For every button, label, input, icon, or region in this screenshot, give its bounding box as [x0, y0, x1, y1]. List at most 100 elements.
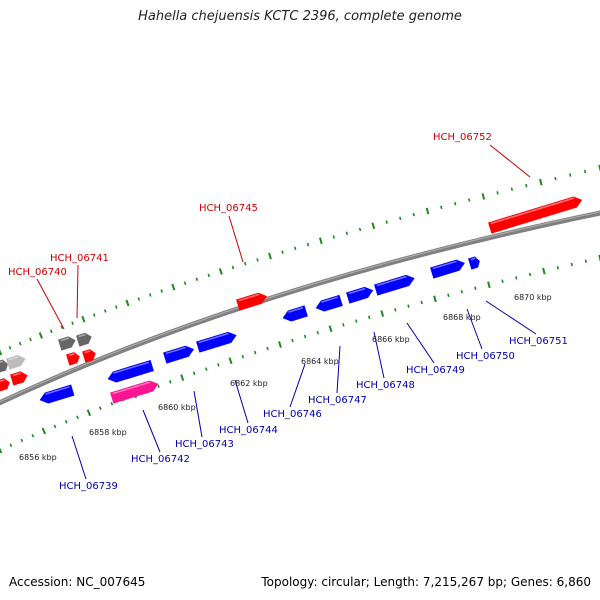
gene-hch06747 — [315, 294, 343, 312]
reverse-label-leader — [406, 322, 435, 364]
inner-tick — [420, 300, 423, 305]
inner-tick — [31, 433, 35, 438]
forward-gene-label: HCH_06740 — [8, 267, 67, 278]
outer-tick — [148, 293, 152, 297]
outer-tick — [81, 315, 86, 323]
forward-gene-label: HCH_06752 — [433, 132, 492, 143]
gene-forward-hch06740 — [66, 352, 80, 366]
outer-tick — [0, 349, 3, 356]
inner-tick — [76, 415, 79, 420]
forward-gene-label: HCH_06741 — [50, 253, 109, 264]
gene-forward-hch06741 — [82, 349, 96, 363]
reverse-label-leader — [336, 345, 341, 394]
inner-tick — [253, 350, 257, 355]
outer-tick — [38, 332, 43, 339]
outer-tick — [92, 313, 96, 317]
ruler-label: 6860 kbp — [158, 403, 196, 412]
outer-tick — [345, 231, 349, 236]
outer-tick — [358, 227, 362, 232]
ruler-label: 6862 kbp — [230, 379, 268, 388]
inner-tick — [64, 420, 68, 424]
inner-tick — [241, 354, 245, 359]
forward-label-leader — [36, 278, 65, 330]
reverse-label-leader — [373, 331, 385, 379]
inner-tick — [584, 259, 588, 263]
outer-tick — [71, 321, 74, 325]
gene-forward-hch06752 — [488, 196, 583, 234]
gene-hch06751 — [468, 256, 480, 270]
outer-tick — [281, 250, 284, 254]
outer-tick — [399, 216, 402, 221]
reverse-gene-label: HCH_06746 — [263, 409, 322, 420]
forward-gene-label: HCH_06745 — [199, 203, 258, 214]
outer-tick — [306, 242, 310, 247]
outer-tick — [256, 258, 259, 262]
ruler-label: 6858 kbp — [89, 428, 127, 437]
gene-hch06739 — [39, 384, 75, 404]
gene-other — [6, 355, 26, 370]
outer-tick — [195, 277, 199, 282]
outer-tick — [183, 281, 187, 285]
inner-tick — [328, 325, 333, 333]
reverse-label-leader — [466, 308, 483, 350]
outer-tick — [425, 207, 430, 215]
reverse-gene-label: HCH_06748 — [356, 380, 415, 391]
outer-tick — [468, 198, 471, 202]
inner-tick — [316, 330, 320, 335]
gene-hch06744 — [196, 331, 237, 353]
inner-tick — [447, 293, 450, 298]
inner-tick — [180, 374, 185, 381]
gene-labels: HCH_06740 HCH_06741 HCH_06745 HCH_06752 HCH_… — [8, 132, 568, 492]
outer-tick — [137, 297, 141, 301]
gene-hch06743 — [163, 345, 195, 364]
gene-other — [76, 332, 92, 347]
reverse-label-leader — [289, 363, 306, 408]
inner-tick — [291, 338, 294, 343]
outer-tick — [60, 325, 64, 330]
outer-tick — [268, 252, 272, 260]
ruler-label: 6870 kbp — [514, 293, 552, 302]
reverse-gene-label: HCH_06751 — [509, 336, 568, 347]
gene-hch06750 — [430, 259, 465, 279]
forward-label-leader — [489, 144, 531, 178]
outer-tick — [115, 305, 118, 309]
ruler-label: 6864 kbp — [301, 357, 339, 366]
inner-tick — [157, 384, 160, 388]
inner-tick — [86, 409, 92, 417]
genome-summary-text: Topology: circular; Length: 7,215,267 bp… — [261, 575, 591, 589]
inner-tick — [460, 289, 463, 294]
outer-tick-ring — [0, 164, 600, 356]
inner-tick — [501, 279, 504, 284]
gene-forward-hch06745 — [236, 292, 268, 311]
outer-tick — [125, 299, 130, 307]
inner-tick — [380, 310, 385, 317]
inner-tick — [433, 295, 437, 303]
reverse-label-leader — [71, 435, 87, 480]
outer-tick — [160, 289, 163, 293]
inner-tick — [20, 438, 24, 443]
gene-other — [0, 359, 8, 373]
gene-hch06748 — [346, 286, 374, 304]
outer-tick — [243, 261, 247, 266]
outer-tick — [569, 173, 572, 177]
genome-backbone — [0, 210, 600, 406]
inner-tick — [528, 272, 532, 277]
inner-tick — [355, 319, 358, 323]
outer-tick — [29, 337, 32, 342]
reverse-label-leader — [485, 300, 537, 335]
forward-label-leader — [228, 215, 244, 263]
reverse-label-leader — [193, 390, 203, 438]
outer-tick — [440, 205, 443, 210]
accession-text: Accession: NC_007645 — [9, 575, 146, 589]
reverse-gene-label: HCH_06749 — [406, 365, 465, 376]
inner-tick — [542, 267, 546, 275]
map-title: Hahella chejuensis KCTC 2396, complete g… — [138, 9, 462, 24]
reverse-gene-label: HCH_06750 — [456, 351, 515, 362]
inner-tick — [110, 401, 114, 406]
gene-other — [58, 336, 76, 351]
outer-tick — [554, 176, 557, 181]
outer-tick — [293, 246, 297, 251]
forward-label-leader — [76, 264, 79, 319]
inner-tick — [266, 346, 269, 351]
inner-tick — [217, 363, 220, 367]
